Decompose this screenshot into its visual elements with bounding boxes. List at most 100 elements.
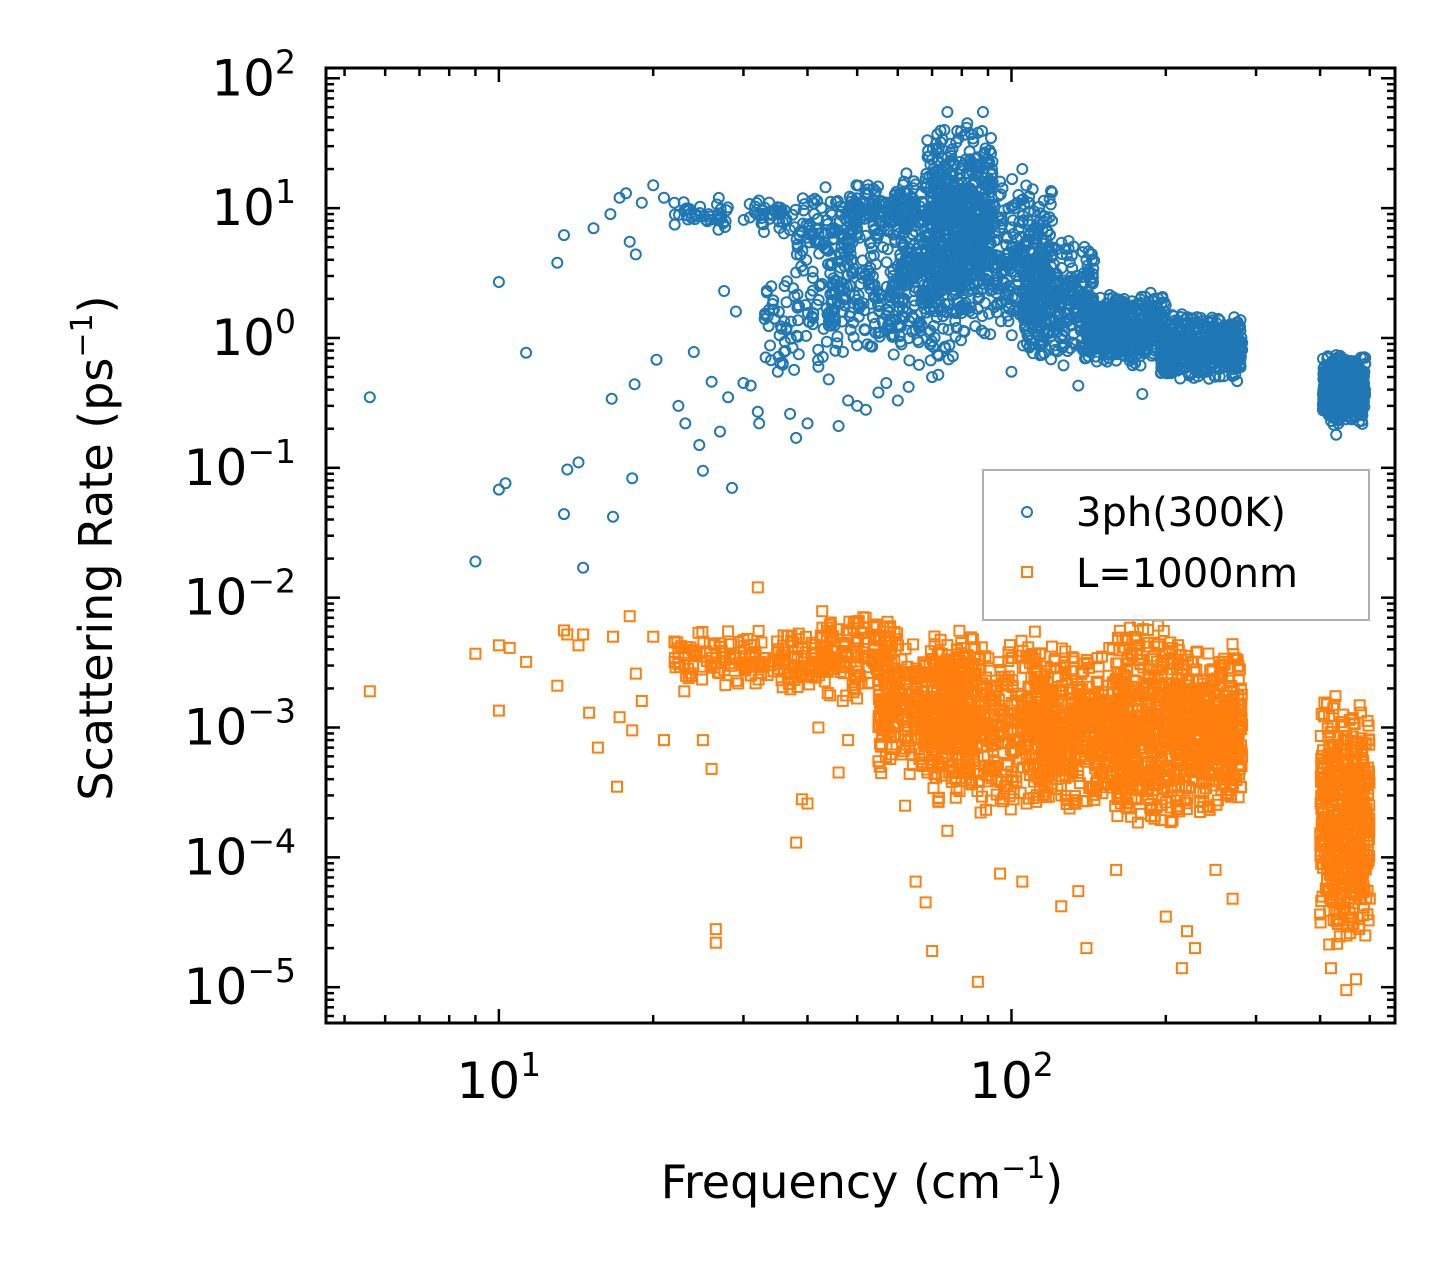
- data-point: [803, 315, 816, 328]
- data-point: [806, 272, 819, 284]
- data-point: [909, 225, 922, 238]
- data-point: [469, 555, 482, 568]
- data-point: [791, 330, 804, 343]
- data-point: [847, 316, 860, 329]
- data-point: [759, 309, 772, 322]
- data-point: [822, 373, 835, 386]
- data-point: [776, 216, 789, 229]
- data-point: [843, 190, 856, 203]
- data-point: [838, 299, 851, 312]
- data-point: [895, 262, 908, 275]
- data-point: [823, 306, 835, 319]
- data-point: [776, 357, 789, 370]
- data-point: [875, 225, 888, 237]
- data-point: [908, 207, 921, 220]
- data-point: [784, 332, 797, 345]
- data-point: [961, 117, 974, 130]
- data-point: [895, 338, 908, 351]
- data-point: [835, 208, 848, 221]
- data-point: [758, 201, 771, 214]
- data-point: [744, 379, 757, 392]
- data-point: [941, 106, 954, 118]
- data-point: [778, 335, 791, 348]
- data-point: [681, 203, 694, 216]
- data-point: [806, 284, 819, 297]
- data-point: [668, 208, 681, 221]
- data-point: [949, 314, 962, 327]
- data-point: [778, 204, 791, 217]
- data-point: [877, 241, 889, 254]
- data-point: [729, 305, 742, 318]
- data-point: [866, 340, 879, 353]
- data-point: [900, 167, 913, 180]
- data-point: [561, 463, 574, 476]
- data-point: [760, 284, 773, 297]
- data-point: [808, 207, 821, 220]
- data-point: [891, 394, 904, 407]
- data-point: [819, 181, 832, 194]
- data-point: [851, 226, 864, 239]
- data-point: [780, 296, 793, 309]
- data-point: [780, 321, 793, 334]
- data-point: [799, 299, 812, 311]
- data-point: [620, 187, 632, 200]
- data-point: [849, 209, 862, 222]
- data-point: [837, 284, 850, 297]
- data-point: [869, 292, 882, 304]
- data-point: [872, 386, 885, 399]
- data-point: [520, 346, 533, 359]
- data-point: [607, 510, 619, 523]
- data-point: [864, 236, 877, 249]
- data-point: [737, 213, 750, 226]
- data-point: [623, 235, 636, 248]
- data-point: [558, 508, 570, 521]
- data-point: [796, 244, 809, 257]
- data-point: [767, 294, 780, 307]
- data-point: [825, 226, 838, 239]
- data-point: [842, 394, 855, 407]
- data-point: [943, 339, 956, 352]
- data-point: [892, 272, 904, 285]
- data-point: [824, 312, 836, 325]
- data-point: [572, 456, 585, 469]
- data-point: [722, 391, 735, 404]
- data-point: [818, 227, 831, 240]
- data-point: [880, 309, 893, 322]
- data-point: [850, 221, 863, 234]
- data-point: [711, 212, 724, 225]
- data-point: [880, 377, 893, 389]
- data-point: [832, 420, 845, 432]
- data-point: [868, 223, 881, 236]
- data-point: [932, 349, 945, 362]
- data-point: [705, 375, 718, 388]
- data-point: [766, 209, 779, 222]
- data-point: [910, 268, 923, 281]
- data-point: [712, 191, 725, 204]
- data-point: [626, 472, 639, 485]
- data-point: [868, 278, 881, 291]
- data-point: [679, 417, 692, 430]
- data-point: [851, 339, 864, 352]
- data-point: [800, 329, 813, 342]
- data-point: [809, 236, 822, 249]
- data-point: [577, 561, 590, 574]
- data-point: [737, 377, 750, 389]
- data-point: [673, 208, 685, 221]
- data-point: [793, 229, 806, 242]
- data-point: [790, 266, 803, 279]
- data-point: [937, 289, 950, 302]
- data-point: [942, 323, 955, 336]
- data-point: [795, 224, 808, 237]
- data-point: [788, 363, 801, 376]
- data-point: [492, 276, 505, 288]
- data-point: [883, 215, 896, 228]
- data-point: [658, 191, 670, 204]
- data-point: [850, 179, 863, 192]
- data-point: [807, 312, 820, 325]
- data-point: [791, 288, 804, 301]
- data-point: [816, 350, 829, 363]
- data-point: [831, 330, 844, 343]
- data-point: [605, 392, 618, 405]
- data-point: [751, 405, 764, 418]
- data-point: [833, 297, 846, 310]
